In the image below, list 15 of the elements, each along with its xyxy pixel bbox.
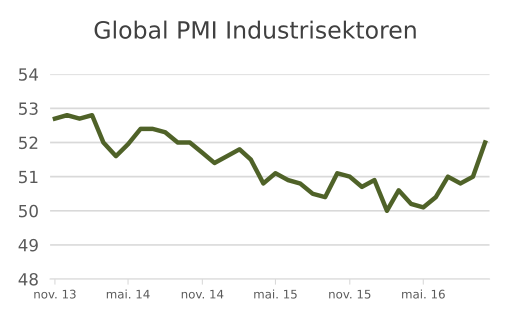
- x-tick-label: mai. 14: [106, 289, 150, 299]
- x-tick-label: nov. 15: [329, 290, 370, 299]
- y-tick-label: 48: [18, 273, 38, 286]
- x-tick-label: nov. 14: [182, 290, 224, 299]
- chart-title: Global PMI Industrisektoren: [94, 20, 416, 39]
- y-tick-label: 53: [19, 102, 38, 115]
- line-series: [52, 112, 488, 213]
- y-tick-label: 52: [19, 136, 38, 150]
- y-tick-label: 49: [18, 238, 38, 252]
- x-tick-label: mai. 16: [402, 289, 445, 299]
- x-tick-label: mai. 15: [254, 289, 297, 299]
- x-tick-label: nov. 13: [34, 290, 76, 299]
- y-tick-label: 50: [19, 204, 38, 218]
- y-tick-label: 51: [19, 170, 38, 184]
- y-tick-label: 54: [19, 68, 38, 81]
